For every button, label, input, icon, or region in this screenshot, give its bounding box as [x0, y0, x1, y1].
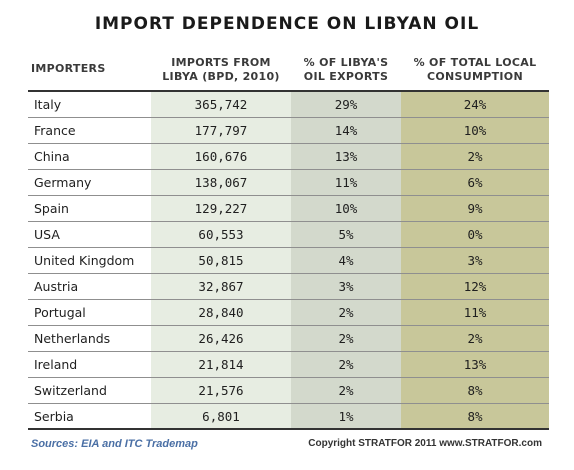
pct-exports-cell: 5%: [338, 227, 354, 242]
pct-local-cell: 13%: [463, 357, 487, 372]
country-cell: France: [34, 123, 76, 138]
table-header: IMPORTERS IMPORTS FROM LIBYA (BPD, 2010)…: [0, 54, 574, 90]
row-divider: [28, 143, 549, 144]
table-row: Serbia 6,801 1% 8%: [28, 404, 549, 430]
pct-local-cell: 2%: [467, 149, 483, 164]
header-pct-local-line1: % OF TOTAL LOCAL: [413, 56, 537, 69]
row-divider: [28, 195, 549, 196]
table-top-rule: [28, 90, 549, 92]
pct-local-cell: 3%: [467, 253, 483, 268]
chart-title: IMPORT DEPENDENCE ON LIBYAN OIL: [94, 14, 480, 34]
pct-exports-cell: 10%: [334, 201, 358, 216]
imports-cell: 138,067: [194, 175, 248, 190]
pct-local-cell: 0%: [467, 227, 483, 242]
pct-exports-cell: 14%: [334, 123, 358, 138]
country-cell: Germany: [34, 175, 92, 190]
table-row: Portugal 28,840 2% 11%: [28, 300, 549, 326]
country-cell: Austria: [34, 279, 79, 294]
imports-cell: 26,426: [198, 331, 244, 346]
imports-cell: 60,553: [198, 227, 244, 242]
pct-exports-cell: 2%: [338, 357, 354, 372]
table-row: United Kingdom 50,815 4% 3%: [28, 248, 549, 274]
table-row: Spain 129,227 10% 9%: [28, 196, 549, 222]
country-cell: Switzerland: [34, 383, 107, 398]
table-row: Ireland 21,814 2% 13%: [28, 352, 549, 378]
row-divider: [28, 403, 549, 404]
pct-exports-cell: 13%: [334, 149, 358, 164]
table-row: Netherlands 26,426 2% 2%: [28, 326, 549, 352]
pct-local-cell: 24%: [463, 97, 487, 112]
row-divider: [28, 169, 549, 170]
pct-exports-cell: 2%: [338, 383, 354, 398]
header-pct-local: % OF TOTAL LOCAL CONSUMPTION: [401, 56, 549, 84]
row-divider: [28, 351, 549, 352]
header-importers: IMPORTERS: [31, 62, 106, 75]
country-cell: Netherlands: [34, 331, 111, 346]
footer: Sources: EIA and ITC Trademap Copyright …: [0, 438, 574, 458]
row-divider: [28, 377, 549, 378]
pct-exports-cell: 11%: [334, 175, 358, 190]
imports-cell: 160,676: [194, 149, 248, 164]
table-bottom-rule: [28, 428, 549, 430]
row-divider: [28, 117, 549, 118]
header-imports-line2: LIBYA (BPD, 2010): [162, 70, 280, 83]
pct-local-cell: 8%: [467, 409, 483, 424]
country-cell: Spain: [34, 201, 69, 216]
row-divider: [28, 299, 549, 300]
country-cell: China: [34, 149, 70, 164]
country-cell: USA: [34, 227, 60, 242]
row-divider: [28, 221, 549, 222]
pct-local-cell: 8%: [467, 383, 483, 398]
table-row: Germany 138,067 11% 6%: [28, 170, 549, 196]
country-cell: Ireland: [34, 357, 78, 372]
pct-exports-cell: 29%: [334, 97, 358, 112]
row-divider: [28, 273, 549, 274]
table-row: China 160,676 13% 2%: [28, 144, 549, 170]
pct-local-cell: 11%: [463, 305, 487, 320]
table-row: France 177,797 14% 10%: [28, 118, 549, 144]
sources-note: Sources: EIA and ITC Trademap: [31, 438, 198, 450]
imports-cell: 365,742: [194, 97, 248, 112]
header-imports: IMPORTS FROM LIBYA (BPD, 2010): [151, 56, 291, 84]
pct-local-cell: 10%: [463, 123, 487, 138]
pct-exports-cell: 4%: [338, 253, 354, 268]
column-shade-pct-local: [401, 92, 549, 428]
pct-local-cell: 12%: [463, 279, 487, 294]
pct-exports-cell: 2%: [338, 305, 354, 320]
pct-local-cell: 2%: [467, 331, 483, 346]
imports-cell: 177,797: [194, 123, 248, 138]
header-pct-exports-line2: OIL EXPORTS: [303, 70, 389, 83]
table-row: Austria 32,867 3% 12%: [28, 274, 549, 300]
row-divider: [28, 325, 549, 326]
header-pct-exports-line1: % OF LIBYA'S: [303, 56, 389, 69]
table-row: USA 60,553 5% 0%: [28, 222, 549, 248]
table-row: Switzerland 21,576 2% 8%: [28, 378, 549, 404]
country-cell: Portugal: [34, 305, 86, 320]
column-shade-imports: [151, 92, 291, 428]
imports-cell: 6,801: [202, 409, 240, 424]
imports-cell: 50,815: [198, 253, 244, 268]
imports-cell: 129,227: [194, 201, 248, 216]
imports-cell: 32,867: [198, 279, 244, 294]
imports-cell: 21,814: [198, 357, 244, 372]
pct-local-cell: 6%: [467, 175, 483, 190]
header-imports-line1: IMPORTS FROM: [171, 56, 271, 69]
table-row: Italy 365,742 29% 24%: [28, 92, 549, 118]
imports-cell: 28,840: [198, 305, 244, 320]
country-cell: Italy: [34, 97, 62, 112]
pct-exports-cell: 3%: [338, 279, 354, 294]
header-pct-exports: % OF LIBYA'S OIL EXPORTS: [291, 56, 401, 84]
column-shade-pct-exports: [291, 92, 401, 428]
pct-exports-cell: 1%: [338, 409, 354, 424]
country-cell: Serbia: [34, 409, 74, 424]
pct-exports-cell: 2%: [338, 331, 354, 346]
copyright-note: Copyright STRATFOR 2011 www.STRATFOR.com: [308, 438, 542, 449]
country-cell: United Kingdom: [34, 253, 135, 268]
header-pct-local-line2: CONSUMPTION: [427, 70, 523, 83]
pct-local-cell: 9%: [467, 201, 483, 216]
row-divider: [28, 247, 549, 248]
imports-cell: 21,576: [198, 383, 244, 398]
